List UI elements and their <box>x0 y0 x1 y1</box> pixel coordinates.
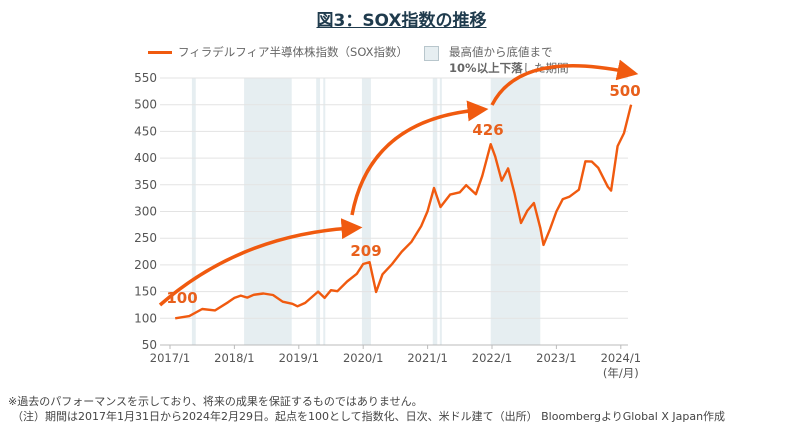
legend-line-swatch <box>148 51 172 54</box>
value-annotation: 500 <box>609 82 640 100</box>
legend-series-label: フィラデルフィア半導体株指数（SOX指数） <box>178 45 409 59</box>
y-tick-label: 350 <box>134 178 157 192</box>
value-annotation: 209 <box>350 242 381 260</box>
x-axis-label: (年/月) <box>603 366 639 380</box>
chart-title: 図3：SOX指数の推移 <box>0 6 803 31</box>
y-tick-label: 50 <box>142 338 157 352</box>
x-tick-label: 2018/1 <box>214 351 254 365</box>
y-tick-label: 250 <box>134 231 157 245</box>
y-tick-label: 150 <box>134 285 157 299</box>
x-tick-label: 2019/1 <box>279 351 319 365</box>
legend-shade-bold: 10%以上下落 <box>449 61 523 75</box>
x-tick-label: 2017/1 <box>150 351 190 365</box>
x-tick-label: 2024/1 <box>601 351 641 365</box>
y-tick-label: 400 <box>134 151 157 165</box>
growth-arrow <box>350 100 489 216</box>
source-note: （注）期間は2017年1月31日から2024年2月29日。起点を100として指数… <box>12 410 726 423</box>
x-tick-label: 2022/1 <box>472 351 512 365</box>
disclaimer-note: ※過去のパフォーマンスを示しており、将来の成果を保証するものではありません。 <box>8 395 423 408</box>
y-tick-label: 550 <box>134 71 157 85</box>
title-text: 図3：SOX指数の推移 <box>316 11 487 31</box>
legend-shade-swatch <box>424 46 440 61</box>
y-tick-label: 100 <box>134 311 157 325</box>
growth-arrow <box>490 59 639 106</box>
y-tick-label: 300 <box>134 205 157 219</box>
x-tick-label: 2020/1 <box>343 351 383 365</box>
legend-shade-line1: 最高値から底値まで <box>449 45 553 59</box>
y-tick-label: 200 <box>134 258 157 272</box>
value-annotation: 100 <box>166 289 197 307</box>
y-tick-label: 450 <box>134 124 157 138</box>
value-annotation: 426 <box>472 121 503 139</box>
x-tick-label: 2023/1 <box>536 351 576 365</box>
y-tick-label: 500 <box>134 98 157 112</box>
sox-line <box>175 104 633 320</box>
growth-arrow <box>158 218 363 307</box>
x-tick-label: 2021/1 <box>407 351 447 365</box>
